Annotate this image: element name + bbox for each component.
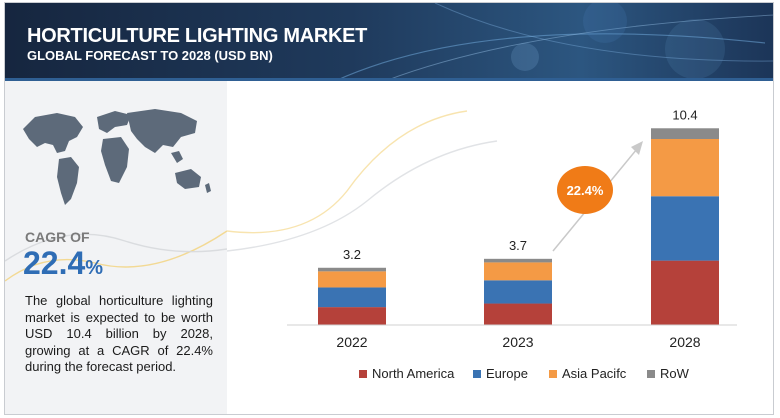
decorative-swirl: [5, 230, 227, 282]
legend-swatch-row: [647, 370, 655, 378]
legend-label-europe: Europe: [486, 366, 528, 381]
infographic-frame: HORTICULTURE LIGHTING MARKET GLOBAL FORE…: [4, 2, 774, 415]
bar-total-label-2023: 3.7: [509, 238, 527, 253]
decorative-curve: [226, 110, 468, 234]
bar-segment-2022-row: [318, 267, 386, 272]
bar-segment-2023-north-america: [484, 303, 552, 325]
bar-segment-2022-europe: [318, 287, 386, 308]
cagr-value: 22.4%: [23, 245, 103, 282]
header-accent-line: [5, 78, 773, 81]
legend-label-row: RoW: [660, 366, 690, 381]
legend-swatch-north-america: [359, 370, 367, 378]
bar-segment-2028-asia-pacifc: [651, 139, 719, 197]
legend-swatch-asia-pacifc: [549, 370, 557, 378]
bar-total-label-2022: 3.2: [343, 247, 361, 262]
header-light-streaks: [334, 3, 773, 81]
growth-arrow-head: [631, 141, 643, 155]
legend-label-asia-pacifc: Asia Pacifc: [562, 366, 627, 381]
cagr-badge: [557, 166, 613, 214]
chart-panel: 3.2 2022 3.7 2023 10.4 2028 North America Euro…: [226, 81, 773, 414]
decorative-curve-grey: [226, 140, 498, 252]
cagr-number: 22.4: [23, 245, 86, 281]
bar-segment-2023-row: [484, 258, 552, 263]
bars-group: [318, 128, 719, 325]
cagr-badge-text: 22.4%: [567, 183, 604, 198]
page-title: HORTICULTURE LIGHTING MARKET: [27, 25, 368, 47]
market-description: The global horticulture lighting market …: [25, 293, 213, 374]
page-subtitle: GLOBAL FORECAST TO 2028 (USD BN): [27, 48, 273, 63]
bar-segment-2028-europe: [651, 196, 719, 261]
bar-segment-2028-north-america: [651, 260, 719, 325]
bar-segment-2022-north-america: [318, 307, 386, 325]
bar-total-label-2028: 10.4: [672, 107, 697, 122]
summary-panel: CAGR OF 22.4% The global horticulture li…: [5, 81, 227, 414]
cagr-label: CAGR OF: [25, 229, 90, 245]
bar-segment-2028-row: [651, 128, 719, 139]
legend-label-north-america: North America: [372, 366, 455, 381]
header-banner: HORTICULTURE LIGHTING MARKET GLOBAL FORE…: [5, 3, 773, 81]
bar-segment-2022-asia-pacifc: [318, 271, 386, 288]
bar-segment-2023-europe: [484, 280, 552, 304]
labels-group: 3.2 2022 3.7 2023 10.4 2028: [336, 107, 700, 350]
category-label-2028: 2028: [669, 334, 700, 350]
world-map-icon: [23, 109, 211, 205]
bar-segment-2023-asia-pacifc: [484, 262, 552, 281]
cagr-unit: %: [85, 257, 104, 279]
legend-swatch-europe: [473, 370, 481, 378]
category-label-2023: 2023: [502, 334, 533, 350]
stacked-bar-chart: 3.2 2022 3.7 2023 10.4 2028 North America Euro…: [226, 107, 737, 381]
legend: North America Europe Asia Pacifc RoW: [359, 366, 690, 381]
category-label-2022: 2022: [336, 334, 367, 350]
